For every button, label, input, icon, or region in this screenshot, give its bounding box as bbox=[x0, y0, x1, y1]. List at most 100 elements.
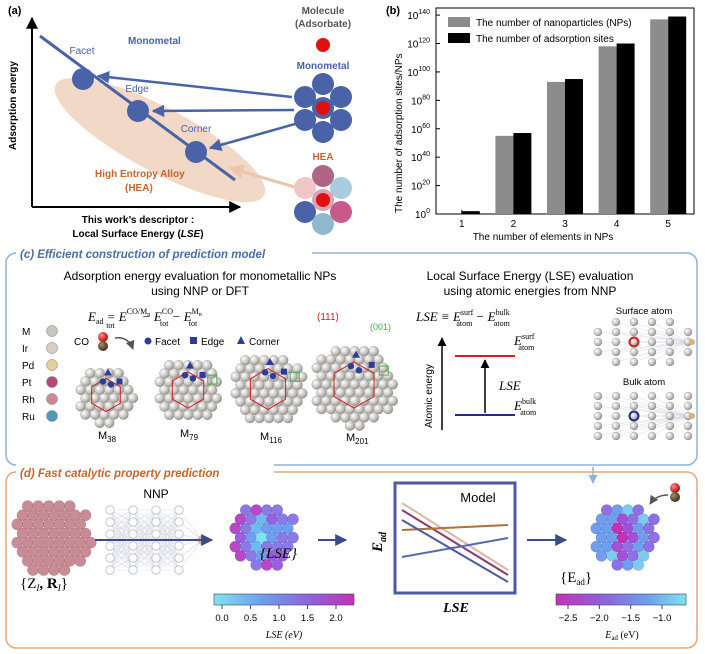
legend-swatch-sites bbox=[448, 33, 470, 43]
atom bbox=[647, 411, 657, 421]
y-tick-label: 1040 bbox=[411, 151, 430, 164]
element-label: Ru bbox=[22, 412, 35, 423]
panel-c-title-bg bbox=[16, 245, 312, 261]
bulk-atom-label: Bulk atom bbox=[623, 377, 665, 388]
atom bbox=[647, 421, 657, 431]
atom bbox=[183, 409, 194, 421]
a-y-axis-label: Adsorption energy bbox=[8, 61, 19, 150]
bar-nps bbox=[598, 46, 617, 215]
atom bbox=[632, 559, 645, 571]
hea-label-2: (HEA) bbox=[125, 183, 153, 194]
nnp-node bbox=[151, 565, 161, 575]
b-y-axis-label: The number of adsorption sites/NPs bbox=[394, 53, 405, 213]
legend-label-nps: The number of nanoparticles (NPs) bbox=[476, 18, 632, 29]
hea-cluster bbox=[294, 165, 352, 235]
co-oxygen-atom bbox=[98, 332, 108, 342]
atom bbox=[683, 431, 693, 441]
facet-site-marker bbox=[181, 371, 189, 379]
atom bbox=[611, 357, 621, 367]
lse-cbar-tick-label: 1.0 bbox=[272, 613, 285, 624]
x-tick-label: 2 bbox=[511, 219, 517, 230]
atom bbox=[629, 401, 639, 411]
atom bbox=[642, 540, 655, 553]
facet-site-marker bbox=[355, 367, 363, 374]
atom bbox=[593, 401, 603, 411]
net-link bbox=[633, 341, 689, 363]
nnp-node bbox=[128, 529, 138, 539]
monometal-cluster bbox=[294, 73, 352, 143]
panel-d: (d) Fast catalytic property prediction {… bbox=[5, 464, 698, 649]
arrow-to-facet bbox=[96, 70, 293, 99]
ead-cbar-tick-label: −1.0 bbox=[653, 613, 672, 624]
atom bbox=[665, 391, 675, 401]
atom bbox=[611, 559, 624, 571]
nanoparticle-clusters: M38 M79 M116 M201 bbox=[75, 346, 398, 446]
arrow-to-edge bbox=[151, 104, 295, 118]
atom bbox=[647, 327, 657, 337]
nnp-link bbox=[109, 521, 134, 571]
atom bbox=[595, 550, 608, 562]
edge-dot bbox=[127, 100, 149, 122]
x-tick-label: 5 bbox=[665, 219, 671, 230]
corner-dot bbox=[185, 141, 207, 163]
atom bbox=[629, 391, 639, 401]
legend-label-sites: The number of adsorption sites bbox=[476, 34, 614, 45]
atom bbox=[118, 409, 129, 420]
net-link bbox=[669, 341, 689, 363]
nnp-node bbox=[151, 553, 161, 563]
atom bbox=[211, 393, 222, 404]
atom bbox=[632, 504, 645, 516]
molecule-label-2: (Adsorbate) bbox=[295, 19, 351, 30]
nnp-node bbox=[105, 565, 115, 575]
bar-nps bbox=[495, 135, 514, 214]
net-link bbox=[669, 395, 689, 417]
b-y-ticks: 100 1020 1040 1060 1080 10100 10120 10140 bbox=[407, 9, 440, 221]
facet-hexagon bbox=[171, 371, 205, 409]
element-label: Pt bbox=[22, 378, 32, 389]
net-output-node bbox=[689, 413, 695, 419]
atom bbox=[611, 337, 621, 347]
nnp-link bbox=[155, 521, 180, 571]
y-tick-label: 10120 bbox=[407, 38, 430, 51]
atom bbox=[611, 411, 621, 421]
cluster-label: M201 bbox=[346, 432, 369, 446]
atom bbox=[629, 327, 639, 337]
input-structure-label: {ZI, RI} bbox=[20, 576, 68, 593]
facet-site-marker bbox=[269, 372, 277, 380]
atom bbox=[621, 559, 634, 571]
atom bbox=[263, 412, 275, 424]
atom bbox=[382, 387, 394, 398]
atom bbox=[593, 411, 603, 421]
atom bbox=[593, 391, 603, 401]
element-label: Rh bbox=[22, 395, 35, 406]
nnp-node bbox=[128, 553, 138, 563]
atom bbox=[647, 347, 657, 357]
edge-site-marker bbox=[199, 371, 206, 378]
atom bbox=[373, 354, 384, 365]
atom bbox=[244, 412, 256, 424]
atom bbox=[173, 409, 184, 421]
co-arrow bbox=[114, 336, 135, 350]
bar-sites bbox=[668, 16, 687, 214]
atom bbox=[611, 317, 621, 327]
element-legend: M Ir Pd Pt Rh Ru bbox=[22, 325, 58, 423]
model-y-label: Ead bbox=[370, 531, 389, 553]
facet-hexagon bbox=[91, 377, 121, 413]
lse-cbar-tick-label: 2.0 bbox=[329, 613, 342, 624]
c-right-title-2: using atomic energies from NNP bbox=[444, 284, 617, 298]
atom bbox=[665, 431, 675, 441]
cluster-label: M116 bbox=[260, 431, 282, 445]
panel-c: (c) Efficient construction of prediction… bbox=[5, 245, 698, 466]
net-link bbox=[669, 415, 689, 437]
net-link bbox=[633, 331, 689, 343]
corner-site-marker bbox=[186, 361, 194, 369]
atom bbox=[80, 409, 91, 420]
net-link bbox=[633, 395, 689, 417]
atom bbox=[276, 550, 289, 562]
atom bbox=[206, 401, 218, 412]
ead-set-label: {Ead} bbox=[560, 570, 592, 587]
atom bbox=[648, 513, 660, 526]
atom bbox=[282, 412, 294, 424]
atom bbox=[665, 317, 675, 327]
nnp-link bbox=[132, 521, 157, 571]
